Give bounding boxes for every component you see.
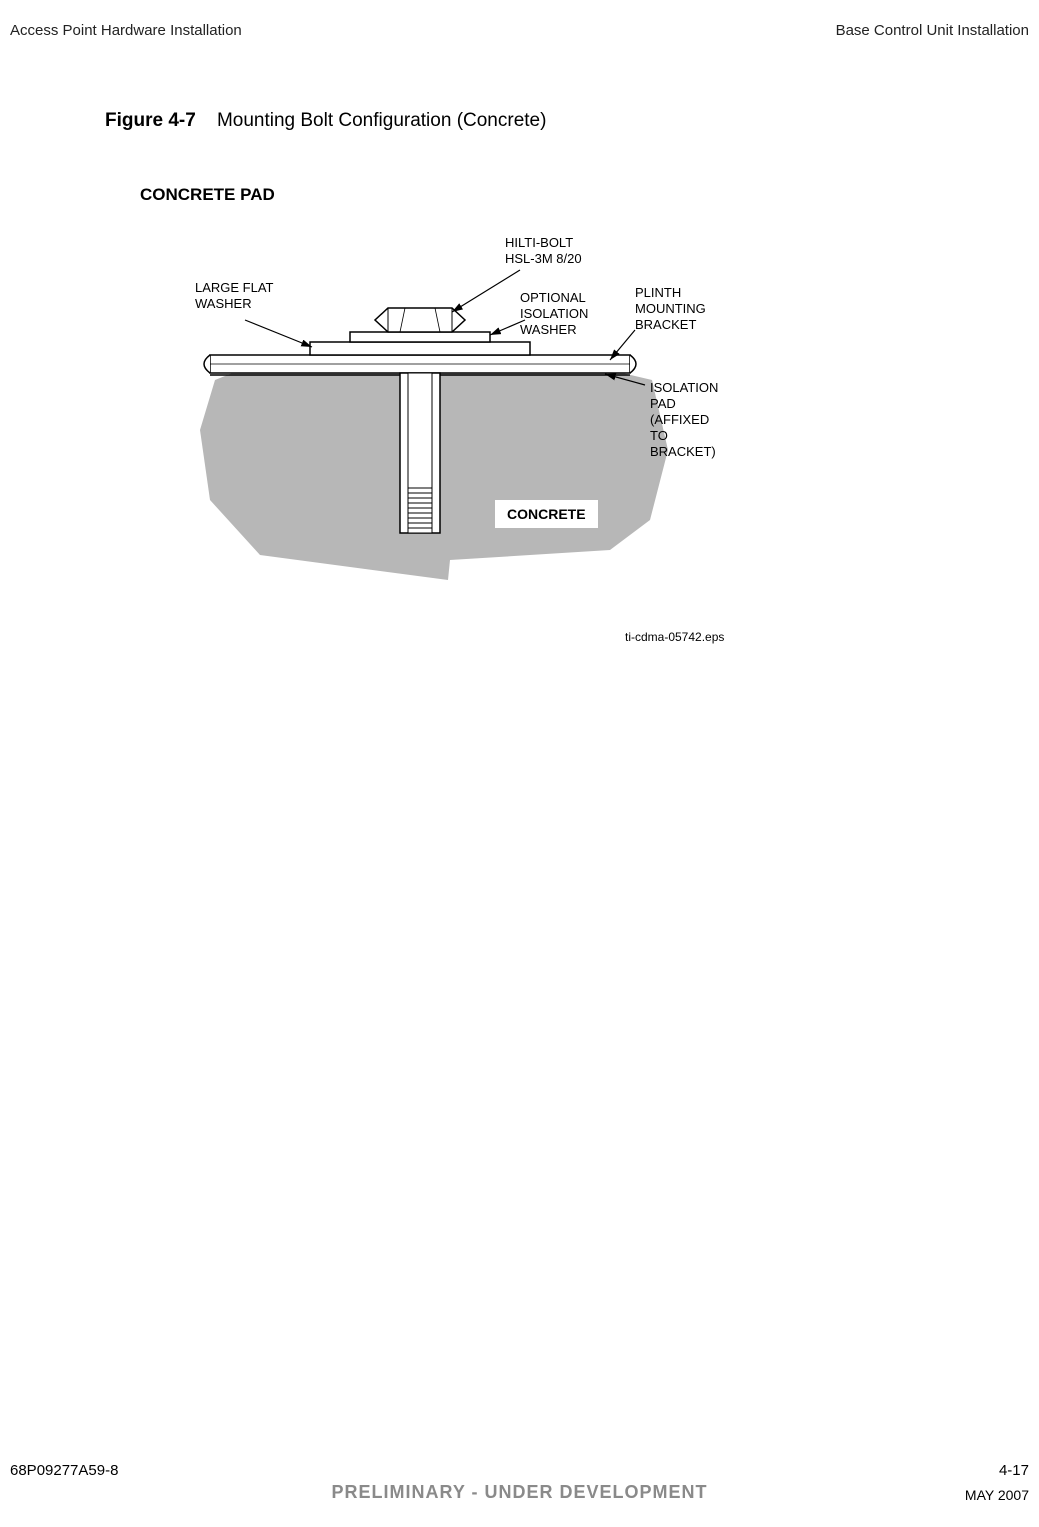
footer-date: MAY 2007 (965, 1487, 1029, 1503)
large-flat-washer (310, 342, 530, 355)
figure-number: Figure 4-7 (105, 110, 196, 131)
arrow-large-flat-washer (245, 320, 312, 347)
page: Access Point Hardware Installation Base … (0, 0, 1039, 1527)
plinth-bracket (204, 355, 636, 373)
footer-doc-number: 68P09277A59-8 (10, 1462, 118, 1479)
bolt-head (375, 308, 465, 332)
figure-title: Mounting Bolt Configuration (Concrete) (217, 110, 547, 131)
label-hilti-bolt: HILTI-BOLTHSL-3M 8/20 (505, 235, 582, 267)
diagram-title: CONCRETE PAD (140, 185, 275, 205)
isolation-washer (350, 332, 490, 342)
bolt-shaft (400, 373, 440, 533)
label-optional-isolation-washer: OPTIONALISOLATIONWASHER (520, 290, 588, 338)
eps-reference: ti-cdma-05742.eps (625, 630, 724, 644)
footer-status: PRELIMINARY - UNDER DEVELOPMENT (0, 1482, 1039, 1503)
label-isolation-pad: ISOLATIONPAD(AFFIXED TOBRACKET) (650, 380, 718, 460)
arrow-hilti-bolt (452, 270, 520, 312)
label-plinth: PLINTHMOUNTINGBRACKET (635, 285, 706, 333)
footer-page-number: 4-17 (999, 1462, 1029, 1479)
header-left: Access Point Hardware Installation (10, 22, 242, 39)
header-right: Base Control Unit Installation (836, 22, 1029, 39)
diagram-container: HILTI-BOLTHSL-3M 8/20 LARGE FLATWASHER O… (190, 220, 770, 620)
label-large-flat-washer: LARGE FLATWASHER (195, 280, 274, 312)
figure-caption: Figure 4-7 Mounting Bolt Configuration (… (105, 110, 546, 132)
label-concrete: CONCRETE (495, 500, 598, 528)
